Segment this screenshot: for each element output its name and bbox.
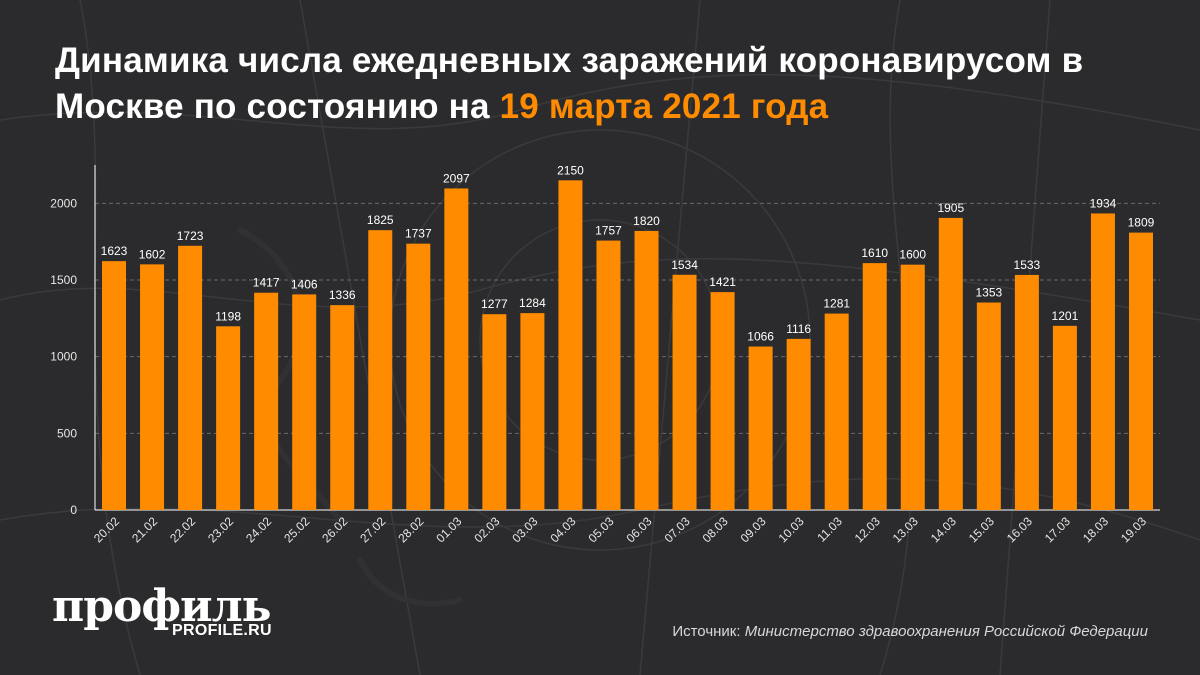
x-tick-label: 04.03 [547, 514, 578, 545]
x-tick-label: 03.03 [509, 514, 540, 545]
bar [672, 274, 697, 510]
x-tick-label: 14.03 [928, 514, 959, 545]
data-label: 2097 [443, 171, 470, 185]
data-label: 1600 [899, 248, 926, 262]
y-tick-label: 2000 [50, 196, 77, 210]
data-label: 1066 [747, 330, 774, 344]
data-label: 1825 [367, 213, 394, 227]
source-label: Источник: [672, 623, 741, 640]
bar [1090, 213, 1115, 510]
bar [596, 240, 621, 511]
x-tick-label: 01.03 [433, 514, 464, 545]
x-tick-label: 12.03 [852, 514, 883, 545]
data-label: 1757 [595, 224, 622, 238]
bar [368, 230, 393, 510]
data-label: 1809 [1128, 216, 1155, 230]
bar [254, 292, 279, 510]
x-tick-label: 13.03 [890, 514, 921, 545]
source-note: Источник: Министерство здравоохранения Р… [672, 623, 1148, 640]
title-date-highlight: 19 марта 2021 года [499, 87, 829, 126]
data-label: 1737 [405, 227, 432, 241]
x-tick-label: 10.03 [776, 514, 807, 545]
bar [748, 346, 773, 510]
data-label: 1533 [1014, 258, 1041, 272]
x-tick-label: 19.03 [1118, 514, 1149, 545]
bar [216, 326, 241, 510]
data-label: 1421 [709, 275, 736, 289]
bar [102, 261, 127, 510]
data-label: 1610 [861, 246, 888, 260]
data-label: 1406 [291, 277, 318, 291]
x-tick-label: 09.03 [738, 514, 769, 545]
data-label: 1284 [519, 296, 546, 310]
bar [938, 217, 963, 510]
x-tick-label: 11.03 [814, 514, 845, 545]
profile-logo: профиль [52, 581, 272, 632]
profile-site: PROFILE.RU [172, 622, 272, 639]
data-label: 1353 [975, 286, 1002, 300]
y-tick-label: 500 [57, 426, 77, 440]
data-label: 1905 [937, 201, 964, 215]
y-tick-label: 1000 [50, 350, 77, 364]
bar [1128, 232, 1153, 510]
x-tick-label: 24.02 [243, 514, 274, 545]
bar [976, 302, 1001, 510]
bar [862, 263, 887, 510]
x-tick-label: 07.03 [662, 514, 693, 545]
x-tick-label: 06.03 [624, 514, 655, 545]
x-tick-label: 23.02 [205, 514, 236, 545]
data-label: 1116 [786, 322, 811, 336]
data-label: 1820 [633, 214, 660, 228]
x-tick-label: 25.02 [281, 514, 312, 545]
bar [178, 245, 203, 510]
x-tick-label: 20.02 [91, 514, 122, 545]
data-label: 1281 [823, 297, 850, 311]
bar [558, 180, 583, 511]
x-tick-label: 17.03 [1042, 514, 1073, 545]
y-tick-label: 0 [70, 503, 77, 517]
bar [406, 243, 431, 510]
x-tick-label: 05.03 [585, 514, 616, 545]
title-main: Динамика числа ежедневных заражений коро… [55, 41, 1084, 126]
bar [1014, 274, 1039, 510]
bar [900, 264, 925, 510]
bar [444, 188, 469, 510]
bar [634, 230, 659, 510]
data-label: 1417 [253, 276, 280, 290]
bar [330, 305, 355, 510]
data-label: 1723 [177, 229, 204, 243]
data-label: 1336 [329, 288, 356, 302]
data-label: 1201 [1052, 309, 1079, 323]
data-label: 1602 [139, 247, 166, 261]
x-tick-label: 21.02 [129, 514, 160, 545]
x-tick-label: 26.02 [319, 514, 350, 545]
x-tick-label: 27.02 [357, 514, 388, 545]
data-label: 1198 [215, 309, 241, 323]
y-tick-label: 1500 [50, 273, 77, 287]
bar [824, 313, 849, 510]
x-tick-label: 16.03 [1004, 514, 1035, 545]
bar [1052, 325, 1077, 510]
bar [710, 292, 735, 510]
x-tick-label: 08.03 [700, 514, 731, 545]
chart-title: Динамика числа ежедневных заражений коро… [55, 38, 1175, 130]
x-tick-label: 28.02 [395, 514, 426, 545]
x-tick-label: 02.03 [471, 514, 502, 545]
data-label: 1277 [481, 297, 508, 311]
source-value: Министерство здравоохранения Российской … [744, 623, 1148, 640]
data-label: 1623 [101, 244, 128, 258]
bar [786, 338, 811, 510]
x-tick-label: 22.02 [167, 514, 198, 545]
bar [140, 264, 165, 510]
bar [292, 294, 317, 510]
data-label: 1534 [671, 258, 698, 272]
bar [482, 314, 507, 510]
data-label: 1934 [1090, 196, 1117, 210]
data-label: 2150 [557, 163, 584, 177]
bar [520, 313, 545, 510]
x-tick-label: 18.03 [1080, 514, 1111, 545]
x-tick-label: 15.03 [966, 514, 997, 545]
